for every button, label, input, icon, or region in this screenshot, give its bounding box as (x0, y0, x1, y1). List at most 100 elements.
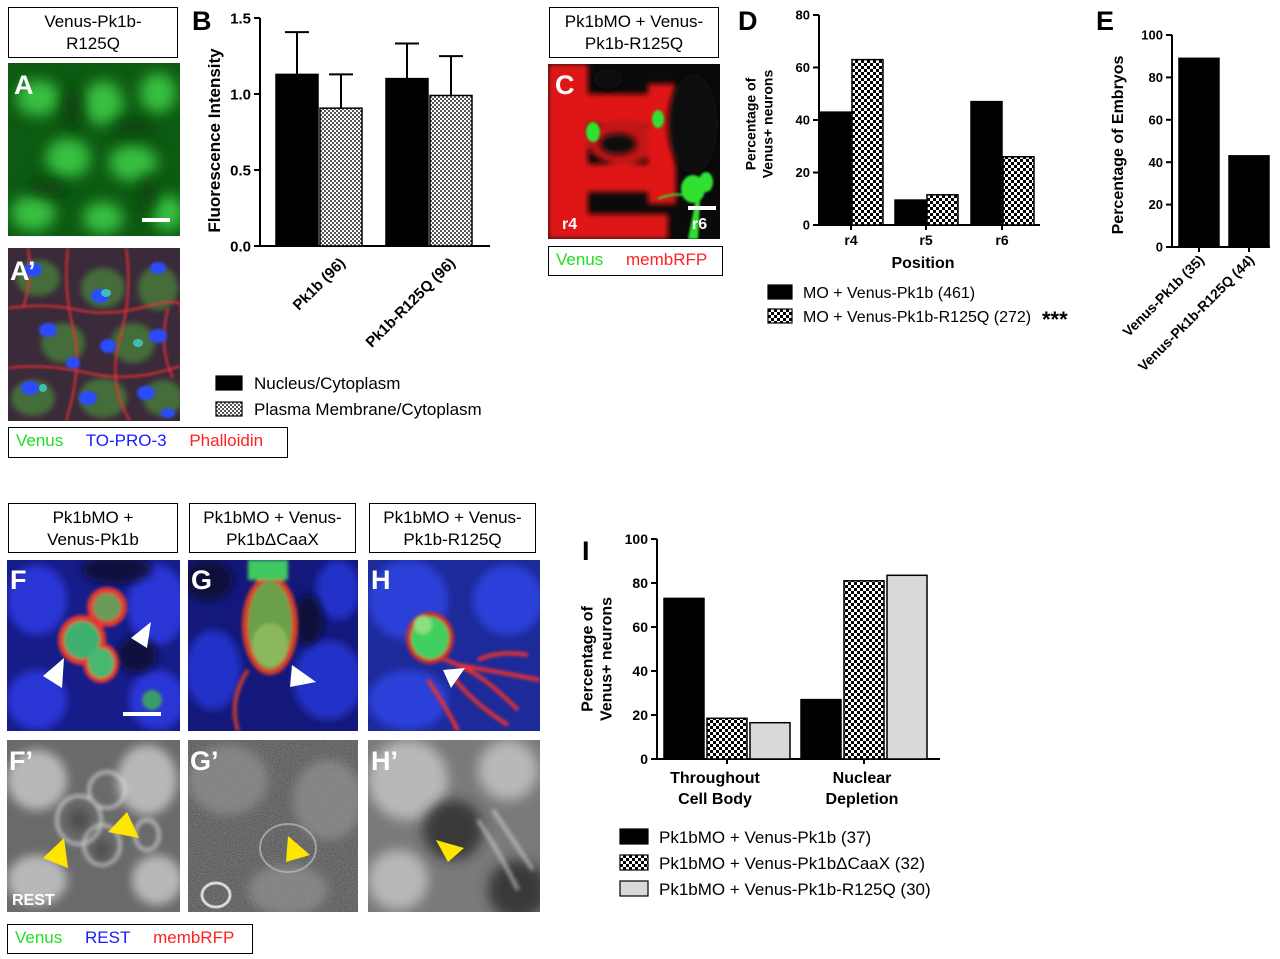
chart-b-x-tick-label: Pk1b (96) (290, 255, 349, 314)
panel-f-prime-letter: F’ (9, 746, 33, 776)
chart-i-bar (800, 698, 842, 760)
chart-d-y-tick-label: 40 (796, 113, 810, 128)
chart-d-bar (851, 58, 884, 226)
chart-e-y-tick-label: 40 (1149, 155, 1163, 170)
chart-d-legend-label: MO + Venus-Pk1b-R125Q (272) (803, 309, 1031, 326)
panel-g-title-line2: Pk1bΔCaaX (226, 530, 319, 549)
chart-d-legend-swatch (767, 308, 793, 324)
panel-c-channel-legend: Venus membRFP (548, 246, 723, 276)
chart-d-y-tick-label: 80 (796, 8, 810, 23)
chart-e-bar (1228, 155, 1270, 248)
chart-i-bar (663, 597, 705, 760)
chart-b-y-tick-label: 1.5 (230, 10, 251, 27)
panel-a-prime-micrograph (8, 248, 180, 421)
chart-i-legend-swatch (619, 828, 649, 845)
channel-membrfp-label: membRFP (153, 928, 235, 947)
chart-i-y-axis-label: Percentage of (580, 605, 597, 711)
chart-i-y-tick-label: 80 (632, 575, 648, 591)
chart-i-y-tick-label: 0 (640, 751, 648, 767)
panel-c-title-line1: Pk1bMO + Venus- (564, 12, 704, 31)
panel-f-prime-micrograph (7, 740, 180, 912)
channel-to-pro-3-label: TO-PRO-3 (85, 431, 167, 450)
chart-i-legend-label: Pk1bMO + Venus-Pk1b (37) (659, 828, 871, 847)
panel-h-title: Pk1bMO + Venus- Pk1b-R125Q (369, 503, 536, 553)
chart-d-bar (1002, 156, 1035, 226)
chart-b-y-axis-label: Fluorescence Intensity (205, 48, 224, 233)
chart-e-y-tick-label: 0 (1156, 240, 1163, 255)
panel-f-prime-stain-label: REST (12, 892, 55, 909)
chart-i-y-axis-label: Venus+ neurons (599, 597, 616, 721)
panel-fgh-channel-legend: Venus REST membRFP (7, 924, 253, 954)
panel-b-chart: Fluorescence Intensity 0.0 0.5 1.0 1.5 Pk1b (… (205, 10, 490, 419)
chart-d-legend-label: MO + Venus-Pk1b (461) (803, 285, 975, 302)
panel-c-r6-label: r6 (692, 216, 708, 233)
chart-b-legend-swatch (215, 401, 243, 417)
chart-i-bar (843, 580, 885, 760)
chart-i-legend-label: Pk1bMO + Venus-Pk1b-R125Q (30) (659, 880, 931, 899)
panel-g-title: Pk1bMO + Venus- Pk1bΔCaaX (189, 503, 356, 553)
chart-b-legend-swatch (215, 375, 243, 391)
panel-a-letter: A (14, 70, 34, 100)
chart-d-y-tick-label: 20 (796, 165, 810, 180)
chart-b-bar (275, 73, 319, 247)
panel-c-r4-label: r4 (562, 216, 578, 233)
chart-e-y-tick-label: 20 (1149, 197, 1163, 212)
panel-c-title: Pk1bMO + Venus- Pk1b-R125Q (549, 7, 719, 58)
chart-e-y-tick-label: 60 (1149, 112, 1163, 127)
channel-venus-label: Venus (16, 431, 64, 450)
panel-e-letter: E (1096, 6, 1115, 36)
chart-i-y-tick-label: 40 (632, 663, 648, 679)
channel-rest-label: REST (85, 928, 131, 947)
panel-i-letter: I (582, 536, 590, 566)
panel-a-title-line2: R125Q (66, 34, 120, 53)
panel-g-title-line1: Pk1bMO + Venus- (203, 508, 342, 527)
chart-i-bar (706, 717, 748, 760)
chart-b-bar (429, 94, 473, 247)
chart-b-y-tick-label: 0.5 (230, 162, 251, 179)
channel-venus-label: Venus (15, 928, 63, 947)
panel-a-micrograph (8, 63, 180, 236)
chart-b-legend-label: Plasma Membrane/Cytoplasm (254, 400, 482, 419)
chart-d-y-axis-label: Percentage of (743, 77, 759, 170)
panel-d-chart: Percentage of Venus+ neurons 0 20 40 60 80 r4 r5… (743, 8, 1069, 332)
chart-i-x-tick-label: Depletion (826, 791, 899, 808)
panel-h-letter: H (371, 565, 391, 595)
panel-f-title-line1: Pk1bMO + (52, 508, 134, 527)
chart-i-y-tick-label: 20 (632, 707, 648, 723)
chart-d-x-tick-label: r5 (919, 232, 932, 248)
chart-e-y-tick-label: 80 (1149, 70, 1163, 85)
chart-i-legend-swatch (619, 854, 649, 871)
panel-d-letter: D (738, 6, 758, 36)
chart-b-y-tick-label: 0.0 (230, 238, 251, 255)
chart-i-x-tick-label: Nuclear (833, 770, 892, 787)
panel-e-chart: Percentage of Embryos 0 20 40 60 80 100 Venus-P… (1110, 28, 1270, 374)
panel-f-micrograph (7, 560, 180, 731)
chart-b-y-tick-label: 1.0 (230, 86, 251, 103)
chart-d-bar (894, 199, 927, 226)
panel-a-title: Venus-Pk1b- R125Q (8, 7, 178, 58)
chart-i-bar (886, 574, 928, 760)
chart-i-y-tick-label: 100 (625, 531, 649, 547)
chart-d-y-tick-label: 60 (796, 60, 810, 75)
chart-d-y-tick-label: 0 (803, 218, 810, 233)
panel-h-prime-micrograph (368, 740, 540, 912)
chart-d-x-tick-label: r6 (995, 232, 1008, 248)
chart-i-legend-swatch (619, 880, 649, 897)
panel-i-chart: Percentage of Venus+ neurons 0 20 40 60 80 100 T… (580, 531, 940, 899)
chart-i-x-tick-label: Throughout (670, 770, 760, 787)
panel-g-letter: G (191, 565, 213, 595)
panel-a-prime-letter: A’ (10, 256, 36, 286)
chart-d-legend-swatch (767, 284, 793, 300)
chart-b-legend-label: Nucleus/Cytoplasm (254, 374, 400, 393)
panel-f-letter: F (10, 565, 27, 595)
chart-b-x-tick-label: Pk1b-R125Q (96) (363, 255, 459, 351)
chart-b-bar (319, 107, 363, 247)
chart-d-bar (970, 100, 1003, 226)
chart-b-bar (385, 77, 429, 247)
panel-c-micrograph (548, 64, 720, 239)
panel-f-title: Pk1bMO + Venus-Pk1b (8, 503, 178, 553)
panel-b-letter: B (192, 6, 212, 36)
chart-i-bar (749, 721, 791, 760)
chart-i-legend-label: Pk1bMO + Venus-Pk1bΔCaaX (32) (659, 854, 925, 873)
chart-i-y-tick-label: 60 (632, 619, 648, 635)
